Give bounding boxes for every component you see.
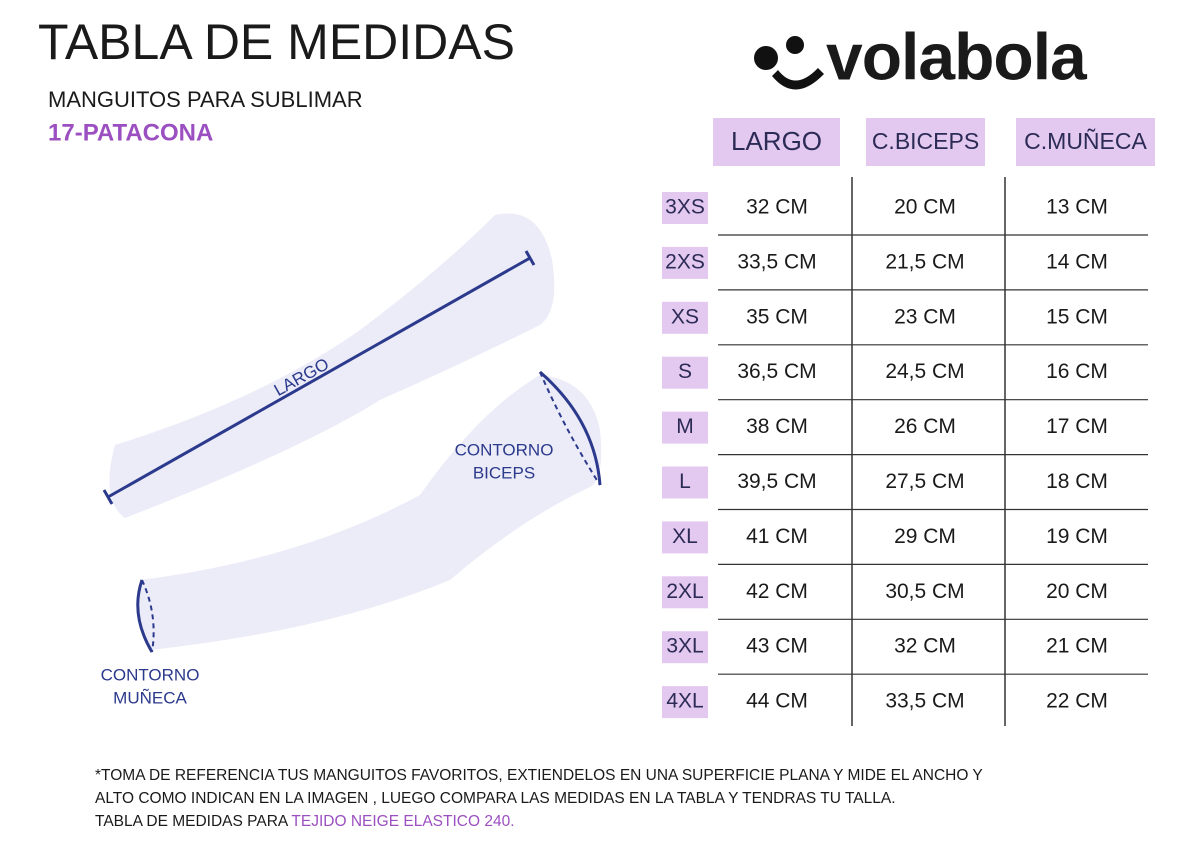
measure-text: 35 CM (746, 305, 808, 328)
size-cell (662, 521, 708, 554)
size-text: XS (671, 305, 699, 328)
header-cell (713, 118, 840, 166)
logo: volabola (826, 19, 1088, 93)
measure-text: 41 CM (746, 525, 808, 548)
measure-text: 14 CM (1046, 250, 1108, 273)
measure-text: 44 CM (746, 690, 808, 713)
measure-text: 18 CM (1046, 470, 1108, 493)
label-biceps: CONTORNO (455, 440, 554, 459)
footer-line: *TOMA DE REFERENCIA TUS MANGUITOS FAVORI… (95, 767, 983, 784)
measure-text: 24,5 CM (885, 360, 964, 383)
header-text: C.BICEPS (872, 128, 979, 154)
measure-text: 20 CM (1046, 580, 1108, 603)
illustration: LARGO CONTORNO BICEPS CONTORNO MUÑECA (101, 213, 602, 707)
size-cell (662, 192, 708, 224)
measure-text: 15 CM (1046, 305, 1108, 328)
size-cell (662, 246, 708, 279)
measure-text: 43 CM (746, 635, 808, 658)
measure-text: 19 CM (1046, 525, 1108, 548)
measure-text: 17 CM (1046, 415, 1108, 438)
title: TABLA DE MEDIDAS (38, 14, 515, 70)
size-cell (662, 686, 708, 719)
header-cell (1016, 118, 1155, 166)
measure-text: 39,5 CM (737, 470, 816, 493)
measure-text: 26 CM (894, 415, 956, 438)
size-cell (662, 576, 708, 609)
size-text: 4XL (666, 690, 703, 713)
label-muneca: CONTORNO (101, 665, 200, 684)
size-text: 3XL (666, 635, 703, 658)
size-cell (662, 631, 708, 664)
measure-text: 16 CM (1046, 360, 1108, 383)
measure-text: 21 CM (1046, 635, 1108, 658)
footer-highlight: TEJIDO NEIGE ELASTICO 240. (291, 813, 514, 830)
measure-text: 29 CM (894, 525, 956, 548)
size-cell (662, 356, 708, 389)
measure-text: 23 CM (894, 305, 956, 328)
measure-text: 20 CM (894, 196, 956, 219)
subtitle: MANGUITOS PARA SUBLIMAR (48, 87, 363, 112)
measure-text: 42 CM (746, 580, 808, 603)
measure-text: 30,5 CM (885, 580, 964, 603)
measure-text: 22 CM (1046, 690, 1108, 713)
size-table: LARGO C.BICEPS C.MUÑECA 3XS 32 CM 20 CM 13 CM 2… (662, 118, 1155, 726)
header-text: LARGO (731, 126, 822, 156)
label-biceps: BICEPS (473, 463, 535, 482)
footer-line: ALTO COMO INDICAN EN LA IMAGEN , LUEGO C… (95, 790, 896, 807)
code: 17-PATACONA (48, 119, 213, 146)
footer-line: TABLA DE MEDIDAS PARA TEJIDO NEIGE ELAST… (95, 813, 515, 830)
size-text: 3XS (665, 196, 705, 219)
logo-icon (754, 36, 824, 90)
size-text: 2XS (665, 250, 705, 273)
size-cell (662, 301, 708, 334)
size-text: S (678, 360, 692, 383)
size-text: L (679, 470, 691, 493)
measure-text: 13 CM (1046, 196, 1108, 219)
measure-text: 27,5 CM (885, 470, 964, 493)
footer-text: TABLA DE MEDIDAS PARA (95, 813, 291, 830)
measure-text: 32 CM (894, 635, 956, 658)
size-cell (662, 411, 708, 444)
header-text: C.MUÑECA (1024, 128, 1147, 154)
header-cell (866, 118, 985, 166)
measure-text: 21,5 CM (885, 250, 964, 273)
size-text: M (676, 415, 694, 438)
size-text: XL (672, 525, 698, 548)
measure-text: 38 CM (746, 415, 808, 438)
measure-text: 33,5 CM (885, 690, 964, 713)
measure-text: 36,5 CM (737, 360, 816, 383)
size-text: 2XL (666, 580, 703, 603)
size-cell (662, 466, 708, 499)
measure-text: 33,5 CM (737, 250, 816, 273)
measure-text: 32 CM (746, 196, 808, 219)
label-muneca: MUÑECA (113, 688, 187, 707)
